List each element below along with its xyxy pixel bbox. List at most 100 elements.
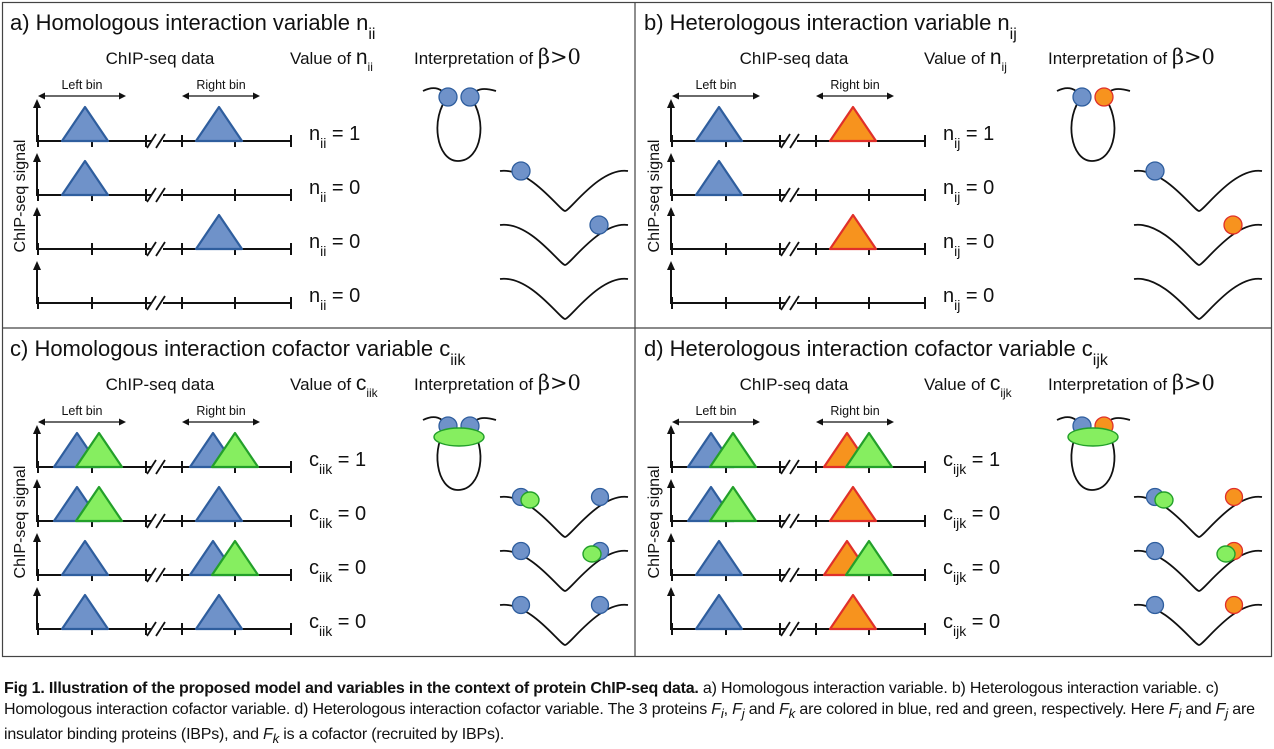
right-peak-green [210,431,260,469]
value-label: nii = 1 [309,123,360,151]
y-axis-arrowhead [33,153,41,162]
cofactor-bead [433,427,485,447]
panel-c-row-2 [33,479,629,538]
caption-label: Fig 1. Illustration of the proposed mode… [4,680,699,697]
value-label: nii = 0 [309,285,360,313]
axis-break-mark [146,187,166,203]
axis-break-mark [780,187,800,203]
panel-c-left-bin-label: Left bin [61,404,102,418]
left-peak-green [74,431,124,469]
caption-fk2: F [263,726,273,744]
y-axis-arrowhead [667,479,675,488]
left-bead [438,87,458,107]
panel-a-row-2 [33,153,629,212]
right-bead [589,215,609,235]
chromatin-arc [1133,278,1263,320]
panel-b-chip-header: ChIP-seq data [740,49,849,68]
caption-fi2: F [1168,701,1179,718]
axis-break-gap [151,300,163,306]
y-axis-arrowhead [33,533,41,542]
right-peak-green [210,539,260,577]
chromatin-loop [1056,87,1131,162]
panel-d-row-1 [667,416,1131,491]
figure-border [1,1,1273,658]
panel-d-row-4 [667,587,1263,646]
caption-text-1: a) Homologous interaction variable. b) H… [4,680,1219,718]
caption-fj2-sub: j [1225,706,1229,722]
cofactor-bead [1154,491,1174,509]
axis-break-gap [151,192,163,198]
panel-c-row-3 [33,533,629,592]
right-peak-blue [194,593,244,631]
panel-b-value-header: Value of nij [924,46,1007,74]
panel-d-left-bin-label: Left bin [695,404,736,418]
figure-canvas: a) Homologous interaction variable nii Ch… [1,1,1273,658]
caption-text-2: and [744,701,780,718]
value-label: ciik = 0 [309,503,366,531]
right-peak-red [828,213,878,251]
panel-d-row-2 [667,479,1263,538]
caption-fj: F [732,701,742,718]
axis-break-gap [785,300,797,306]
panel-c-row-4 [33,587,629,646]
chromatin-arc [499,278,629,320]
panel-d-title: d) Heterologous interaction cofactor var… [644,336,1109,369]
caption-text-3: are colored in blue, red and green, resp… [795,701,1169,718]
value-label: ciik = 0 [309,611,366,639]
axis-break-mark [146,295,166,311]
chromatin-arc [499,224,629,266]
axis-break-gap [785,572,797,578]
panel-a-title: a) Homologous interaction variable nii [10,10,375,43]
caption-fi: F [711,701,721,718]
y-axis-arrowhead [667,99,675,108]
right-bead [1224,595,1244,615]
panel-b-row-1 [667,87,1131,162]
panel-c-right-bin-label: Right bin [196,404,245,418]
axis-break-mark [780,241,800,257]
caption-fi2-sub: i [1178,706,1182,722]
axis-break-mark [146,241,166,257]
axis-break-gap [151,246,163,252]
panel-a-left-bin-label: Left bin [61,78,102,92]
cofactor-bead [1216,545,1236,563]
caption-fj-sub: j [741,706,745,722]
panel-a-chip-header: ChIP-seq data [106,49,215,68]
right-bead [1094,87,1114,107]
axis-break-gap [785,192,797,198]
left-peak-blue [60,539,110,577]
left-bead [1145,161,1165,181]
caption-sep: , [723,701,733,718]
panel-c-value-header: Value of ciik [290,372,379,400]
axis-break-mark [780,567,800,583]
value-label: nii = 0 [309,231,360,259]
axis-break-gap [151,464,163,470]
panel-a-row-1 [33,87,497,162]
y-axis-arrowhead [33,207,41,216]
chromatin-loop [422,87,497,162]
left-peak-green [708,485,758,523]
right-bead [590,487,610,507]
left-bead [511,595,531,615]
axis-break-mark [146,621,166,637]
panel-b-row-2 [667,153,1263,212]
value-label: ciik = 1 [309,449,366,477]
panel-a-row-3 [33,207,629,266]
value-label: cijk = 0 [943,611,1000,639]
right-peak-red [828,485,878,523]
panel-d-ylabel: ChIP-seq signal [646,466,663,579]
axis-break-mark [780,513,800,529]
panel-a-ylabel: ChIP-seq signal [12,140,29,253]
panel-b-left-bin-label: Left bin [695,78,736,92]
axis-break-gap [151,138,163,144]
right-bead [590,595,610,615]
caption-text-6: is a cofactor (recruited by IBPs). [279,726,505,744]
caption-fk2-sub: k [272,731,280,747]
y-axis-arrowhead [33,99,41,108]
value-label: cijk = 0 [943,557,1000,585]
axis-break-gap [151,572,163,578]
right-peak-red [828,593,878,631]
y-axis-arrowhead [667,153,675,162]
panel-d-value-header: Value of cijk [924,372,1013,400]
caption-text-4: and [1181,701,1216,718]
axis-break-gap [785,138,797,144]
